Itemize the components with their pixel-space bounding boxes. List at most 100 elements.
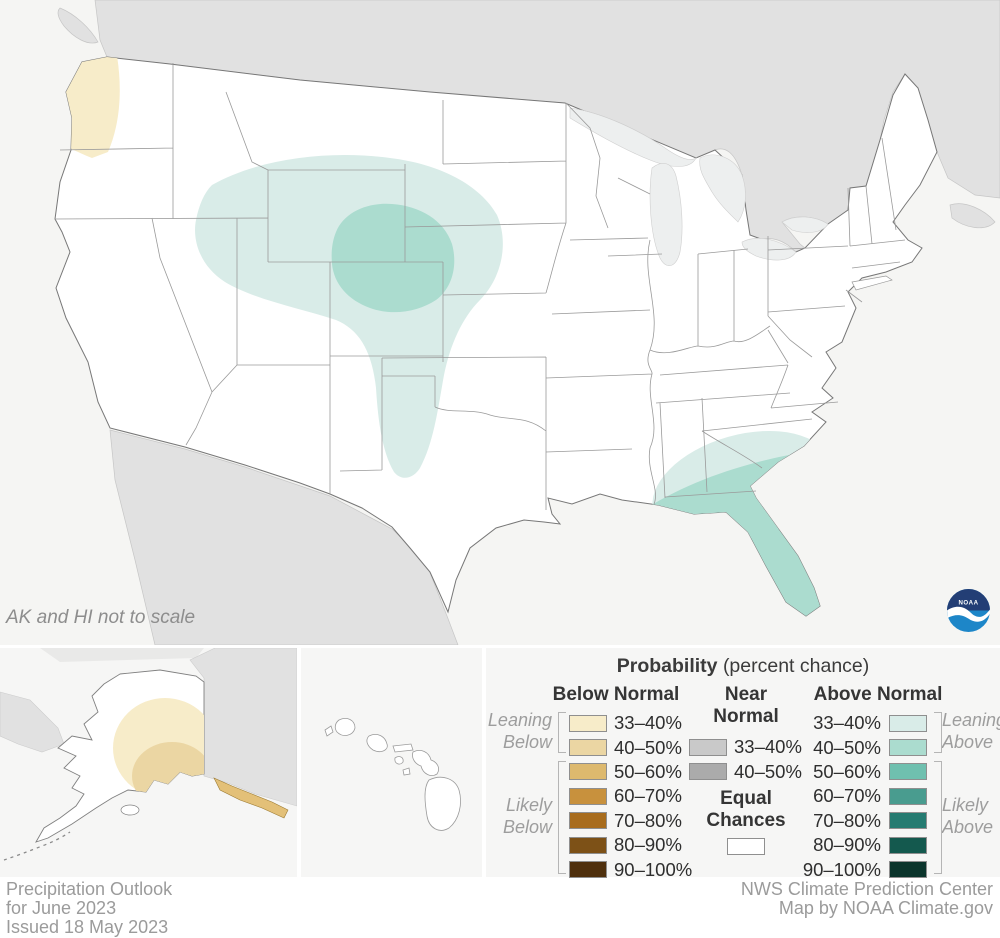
leaning-above-label: Leaning Above <box>942 710 1000 752</box>
legend-range-label: 60–70% <box>813 785 881 807</box>
mexico-landmass <box>109 429 459 645</box>
legend-swatch <box>569 861 607 879</box>
footer-outlook-line: Precipitation Outlook <box>6 879 173 899</box>
legend-swatch <box>889 812 927 830</box>
above-normal-rows: 33–40% 40–50% 50–60% 60–70% 70–80% 80–90% 90–1… <box>803 711 927 882</box>
hawaiian-islands <box>324 718 461 831</box>
legend-swatch <box>889 714 927 732</box>
hawaii-inset-panel <box>301 648 482 877</box>
footer-credit-line: NWS Climate Prediction Center <box>740 879 993 899</box>
likely-below-bracket <box>558 761 566 874</box>
legend-row: 40–50% <box>689 759 802 783</box>
noaa-logo-text: NOAA <box>958 599 978 606</box>
arctic-top-strip <box>40 648 204 662</box>
legend-row: 80–90% <box>569 833 692 857</box>
above-normal-header: Above Normal <box>813 684 943 705</box>
ak-panhandle-islands <box>213 777 289 819</box>
legend-row: 60–70% <box>569 784 692 808</box>
footer-credits: NWS Climate Prediction Center Map by NOA… <box>741 880 993 918</box>
legend-row: 33–40% <box>803 711 927 735</box>
legend-row: 50–60% <box>569 760 692 784</box>
legend-title-suffix: (percent chance) <box>722 655 870 677</box>
legend-range-label: 40–50% <box>813 736 881 758</box>
legend-row: 40–50% <box>569 735 692 759</box>
legend-row: 70–80% <box>803 809 927 833</box>
legend-row: 33–40% <box>569 711 692 735</box>
near-normal-header: Near Normal <box>713 684 779 727</box>
legend-swatch <box>889 836 927 854</box>
legend-range-label: 33–40% <box>734 736 802 758</box>
near-normal-rows: 33–40% 40–50% <box>689 735 802 784</box>
legend-swatch <box>569 836 607 854</box>
below-normal-rows: 33–40% 40–50% 50–60% 60–70% 70–80% 80–90% 90–1… <box>569 711 692 882</box>
likely-below-label: Likely Below <box>502 795 552 837</box>
state-borders <box>54 63 906 510</box>
great-lakes <box>569 107 829 266</box>
kodiak-island <box>120 804 140 816</box>
legend-swatch <box>569 739 607 757</box>
legend-range-label: 60–70% <box>614 785 682 807</box>
equal-chances-header: Equal Chances <box>706 788 786 831</box>
likely-above-label: Likely Above <box>942 795 994 837</box>
conus-map-panel: AK and HI not to scale NOAA <box>0 0 1000 645</box>
legend-swatch <box>569 787 607 805</box>
leaning-below-label: Leaning Below <box>487 710 552 752</box>
nova-scotia <box>949 203 996 229</box>
legend-title: Probability (percent chance) <box>486 655 1000 678</box>
legend-range-label: 40–50% <box>614 736 682 758</box>
legend-range-label: 80–90% <box>614 834 682 856</box>
leaning-above-bracket <box>934 712 942 753</box>
legend-row: 90–100% <box>803 857 927 881</box>
long-island <box>851 275 893 291</box>
legend-row: 60–70% <box>803 784 927 808</box>
alaska-inset-panel <box>0 647 298 877</box>
legend-row: 33–40% <box>689 735 802 759</box>
footer-outlook-info: Precipitation Outlook for June 2023 Issu… <box>6 880 172 937</box>
legend-range-label: 90–100% <box>802 858 881 880</box>
footer: Precipitation Outlook for June 2023 Issu… <box>0 878 1000 938</box>
equal-chances-swatch <box>727 838 765 855</box>
hawaii-map <box>301 648 482 877</box>
legend-title-bold: Probability <box>616 655 718 677</box>
legend-row: 50–60% <box>803 760 927 784</box>
footer-credit-line: Map by NOAA Climate.gov <box>778 898 993 918</box>
legend-row: 70–80% <box>569 809 692 833</box>
legend-swatch <box>889 861 927 879</box>
legend-swatch <box>889 763 927 781</box>
legend-row: 80–90% <box>803 833 927 857</box>
russia-landmass <box>0 691 65 753</box>
legend-swatch <box>569 812 607 830</box>
legend-range-label: 50–60% <box>614 760 682 782</box>
scale-note: AK and HI not to scale <box>6 607 196 628</box>
overlay-above-normal-rockies-dark <box>331 203 455 313</box>
legend-range-label: 40–50% <box>734 760 802 782</box>
legend-range-label: 90–100% <box>614 858 693 880</box>
leaning-below-bracket <box>558 712 566 753</box>
us-precipitation-map <box>54 0 1000 645</box>
vancouver-island <box>57 7 99 44</box>
footer-outlook-line: Issued 18 May 2023 <box>6 917 169 937</box>
legend-range-label: 33–40% <box>614 712 682 734</box>
legend-row: 90–100% <box>569 857 692 881</box>
aleutian-islands <box>3 831 71 861</box>
legend-range-label: 70–80% <box>813 809 881 831</box>
footer-outlook-line: for June 2023 <box>6 898 117 918</box>
bottom-row: Probability (percent chance) Below Norma… <box>0 647 1000 880</box>
legend-swatch <box>889 739 927 757</box>
legend-swatch <box>889 787 927 805</box>
noaa-logo: NOAA <box>947 589 990 632</box>
legend-range-label: 33–40% <box>813 712 881 734</box>
below-normal-header: Below Normal <box>552 684 680 705</box>
legend-range-label: 70–80% <box>614 809 682 831</box>
legend-panel: Probability (percent chance) Below Norma… <box>486 648 1000 880</box>
legend-range-label: 80–90% <box>813 834 881 856</box>
alaska-map <box>0 647 298 877</box>
legend-swatch <box>689 738 727 756</box>
legend-range-label: 50–60% <box>813 760 881 782</box>
legend-swatch <box>569 714 607 732</box>
legend-swatch <box>569 763 607 781</box>
likely-above-bracket <box>934 761 942 874</box>
legend-row: 40–50% <box>803 735 927 759</box>
legend-swatch <box>689 763 727 781</box>
